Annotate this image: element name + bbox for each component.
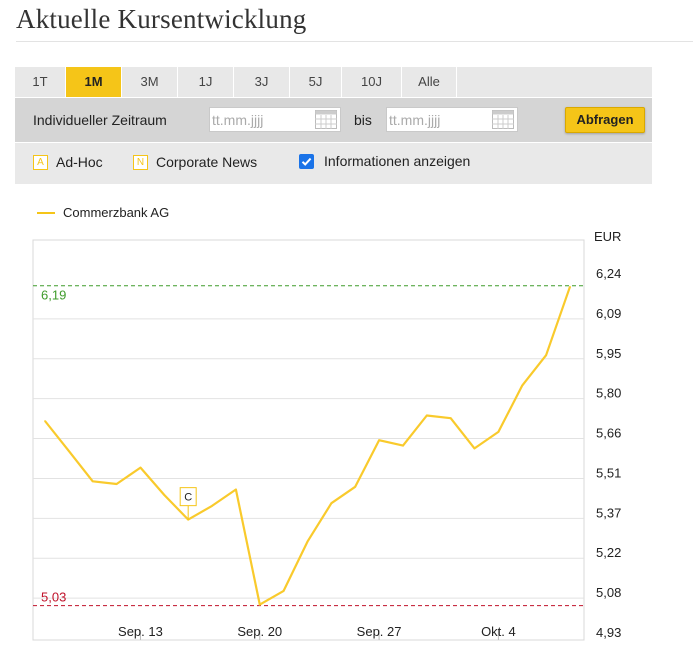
filter-adhoc-label: Ad-Hoc [56,154,103,170]
tab-5j[interactable]: 5J [290,67,342,97]
price-point [545,354,547,357]
tab-1t[interactable]: 1T [15,67,66,97]
y-tick-label: 6,09 [596,306,621,321]
y-tick-label: 4,93 [596,625,621,640]
calendar-icon[interactable] [315,110,337,129]
price-point [402,444,404,447]
price-line [44,286,572,606]
price-point [91,480,94,483]
legend-swatch [37,211,55,214]
tab-1j[interactable]: 1J [178,67,234,97]
price-point [330,502,333,504]
price-point [282,590,285,592]
price-point [44,420,46,422]
custom-range-label: Individueller Zeitraum [33,112,167,128]
price-point [473,447,476,450]
filter-adhoc[interactable]: A Ad-Hoc [33,154,103,170]
news-badge-icon: N [133,154,148,170]
custom-range-bar: Individueller Zeitraum bis Abfragen [15,98,652,142]
filter-corporate-news[interactable]: N Corporate News [133,154,257,170]
price-point [115,483,118,485]
x-tick-label: Okt. 4 [481,624,516,639]
adhoc-badge-icon: A [33,154,48,170]
annotation-label: C [184,492,192,504]
period-tabs: 1T 1M 3M 1J 3J 5J 10J Alle [15,67,652,97]
filter-corporate-news-label: Corporate News [156,154,258,170]
x-tick-label: Sep. 20 [237,624,282,639]
tab-3m[interactable]: 3M [122,67,178,97]
min-value-label: 5,03 [41,590,66,605]
x-axis-ticks: Sep. 13 Sep. 20 Sep. 27 Okt. 4 [118,624,516,640]
show-info-checkbox[interactable] [299,153,314,169]
title-divider [16,41,693,42]
price-point [521,384,524,387]
price-point [449,417,452,420]
price-point [211,505,213,507]
to-date-input[interactable] [387,108,491,131]
price-point [354,485,357,488]
tab-1m[interactable]: 1M [66,67,122,97]
price-point [68,450,70,452]
show-info-label: Informationen anzeigen [324,153,471,169]
y-tick-label: 5,08 [596,585,621,600]
from-date-input[interactable] [210,108,314,131]
x-tick-label: Sep. 27 [357,624,402,639]
price-point [163,494,166,496]
price-point [497,431,500,433]
x-tick-label: Sep. 13 [118,624,163,639]
price-point [139,466,142,469]
y-tick-label: 5,22 [596,545,621,560]
tab-10j[interactable]: 10J [342,67,402,97]
tab-3j[interactable]: 3J [234,67,290,97]
annotation-box [179,487,197,507]
page-title: Aktuelle Kursentwicklung [16,4,307,34]
y-axis-ticks: 6,24 6,09 5,95 5,80 5,66 5,51 5,37 5,22 5,08 4,93 [596,266,621,640]
to-date-field [386,107,518,132]
y-tick-label: 6,24 [596,266,621,281]
filter-bar: A Ad-Hoc N Corporate News Informationen … [15,143,652,184]
gridlines [33,318,584,599]
y-tick-label: 5,95 [596,346,621,361]
price-point [426,414,428,417]
y-axis-unit: EUR [594,229,621,244]
plot-frame [32,239,585,641]
from-date-field [209,107,341,132]
reference-lines: 6,19 5,03 [33,285,584,607]
query-button[interactable]: Abfragen [565,107,645,133]
tab-alle[interactable]: Alle [402,67,457,97]
to-date-label: bis [354,112,372,128]
chart-legend: Commerzbank AG [37,205,169,220]
price-series [44,285,572,606]
y-tick-label: 5,80 [596,386,621,401]
calendar-icon[interactable] [492,110,514,129]
max-value-label: 6,19 [41,288,66,303]
checkmark-icon [301,157,312,166]
corporate-news-marker-icon[interactable]: C [179,487,197,507]
y-tick-label: 5,51 [596,465,621,480]
y-tick-label: 5,66 [596,426,621,441]
price-point [258,603,261,606]
chart-annotations: C [179,487,197,520]
legend-series-label: Commerzbank AG [63,205,170,220]
price-point [235,488,237,491]
y-tick-label: 5,37 [596,505,621,520]
filter-show-info[interactable]: Informationen anzeigen [299,153,470,169]
price-point [306,540,309,543]
price-point [569,285,571,288]
price-point [378,439,380,441]
